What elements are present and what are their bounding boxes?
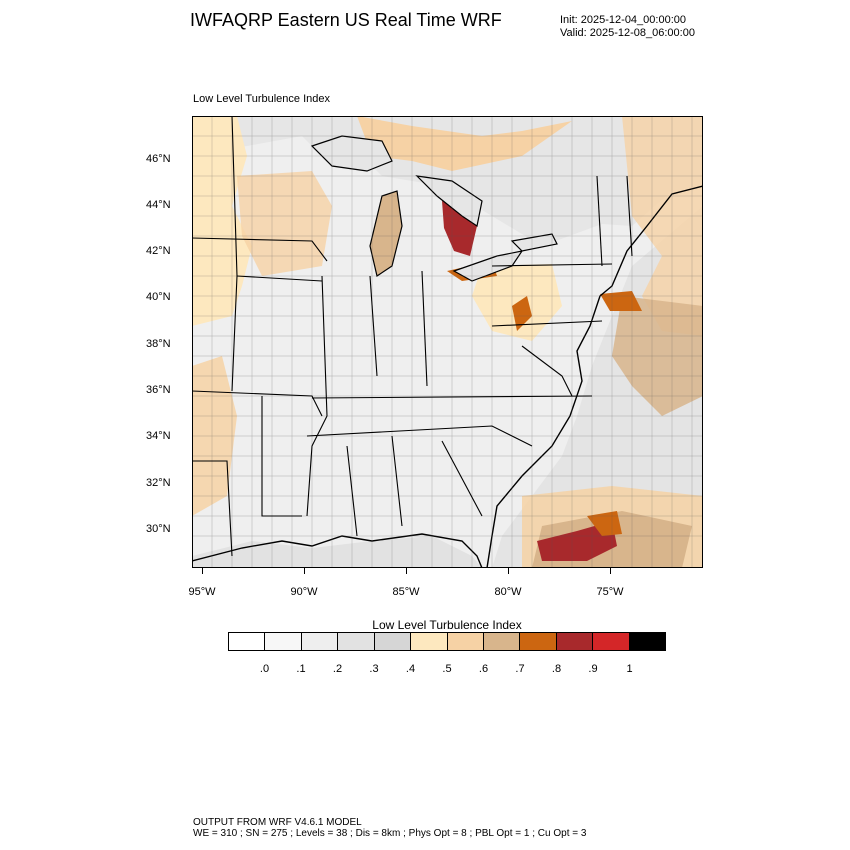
colorbar-tick-label: .7 [515,663,525,675]
lon-label-75w: 75°W [596,586,624,598]
lat-label-34n: 34°N [146,430,171,442]
model-info: OUTPUT FROM WRF V4.6.1 MODEL WE = 310 ; … [193,817,586,839]
map-field-label: Low Level Turbulence Index [193,93,330,105]
colorbar-swatch [338,633,375,650]
lon-label-95w: 95°W [188,586,216,598]
lon-tick [508,568,509,574]
colorbar-swatch [374,633,412,650]
valid-time: Valid: 2025-12-08_06:00:00 [560,27,695,39]
lat-label-38n: 38°N [146,338,171,350]
colorbar-swatch [447,633,484,650]
lat-label-32n: 32°N [146,477,171,489]
colorbar-tick-label: .1 [296,663,306,675]
chart-title: IWFAQRP Eastern US Real Time WRF [190,10,502,30]
colorbar-swatch [593,633,630,650]
turbulence-plains-upper [237,171,332,276]
lon-label-80w: 80°W [494,586,522,598]
lon-tick [610,568,611,574]
model-version: OUTPUT FROM WRF V4.6.1 MODEL [193,817,362,828]
state-boundaries [192,116,633,557]
run-times: Init: 2025-12-04_00:00:00 Valid: 2025-12… [560,14,695,40]
init-time: Init: 2025-12-04_00:00:00 [560,14,686,26]
lat-label-44n: 44°N [146,199,171,211]
lat-label-40n: 40°N [146,291,171,303]
colorbar-swatch [301,633,339,650]
colorbar-tick-label: .3 [369,663,379,675]
lon-tick [304,568,305,574]
colorbar-tick-label: .8 [551,663,562,675]
lat-label-30n: 30°N [146,523,171,535]
lon-label-85w: 85°W [392,586,420,598]
turbulence-pennsylvania [472,264,562,341]
colorbar-title: Low Level Turbulence Index [372,618,522,632]
lon-label-90w: 90°W [290,586,318,598]
turbulence-map [192,116,703,568]
map-frame [192,116,703,568]
lon-tick [202,568,203,574]
lake-ontario [510,233,558,252]
colorbar-tick-label: .9 [588,663,598,675]
colorbar-tick-label: .5 [442,663,452,675]
lat-label-46n: 46°N [146,153,171,165]
turbulence-wv-orange [512,296,532,331]
colorbar-swatch [229,633,266,650]
lat-label-42n: 42°N [146,245,171,257]
lon-tick [406,568,407,574]
colorbar-swatch [629,633,666,650]
colorbar-tick-label: .6 [478,663,489,675]
turbulence-offshore-orange [587,511,622,536]
county-grid [192,116,703,568]
lat-label-36n: 36°N [146,384,171,396]
colorbar [228,632,666,651]
turbulence-offshore-red [537,521,617,561]
colorbar-swatch [265,633,302,650]
colorbar-swatch [556,633,594,650]
colorbar-swatch [520,633,557,650]
turbulence-northeast [622,116,703,336]
lake-erie [452,250,524,282]
colorbar-tick-label: 1 [626,663,633,675]
gulf-coastline [192,533,483,568]
model-config: WE = 310 ; SN = 275 ; Levels = 38 ; Dis … [193,828,587,839]
colorbar-swatch [411,633,448,650]
colorbar-tick-label: .4 [405,663,416,675]
colorbar-swatch [483,633,521,650]
colorbar-tick-label: .2 [332,663,343,675]
colorbar-tick-label: .0 [259,663,270,675]
turbulence-upper-peninsula [357,116,572,171]
